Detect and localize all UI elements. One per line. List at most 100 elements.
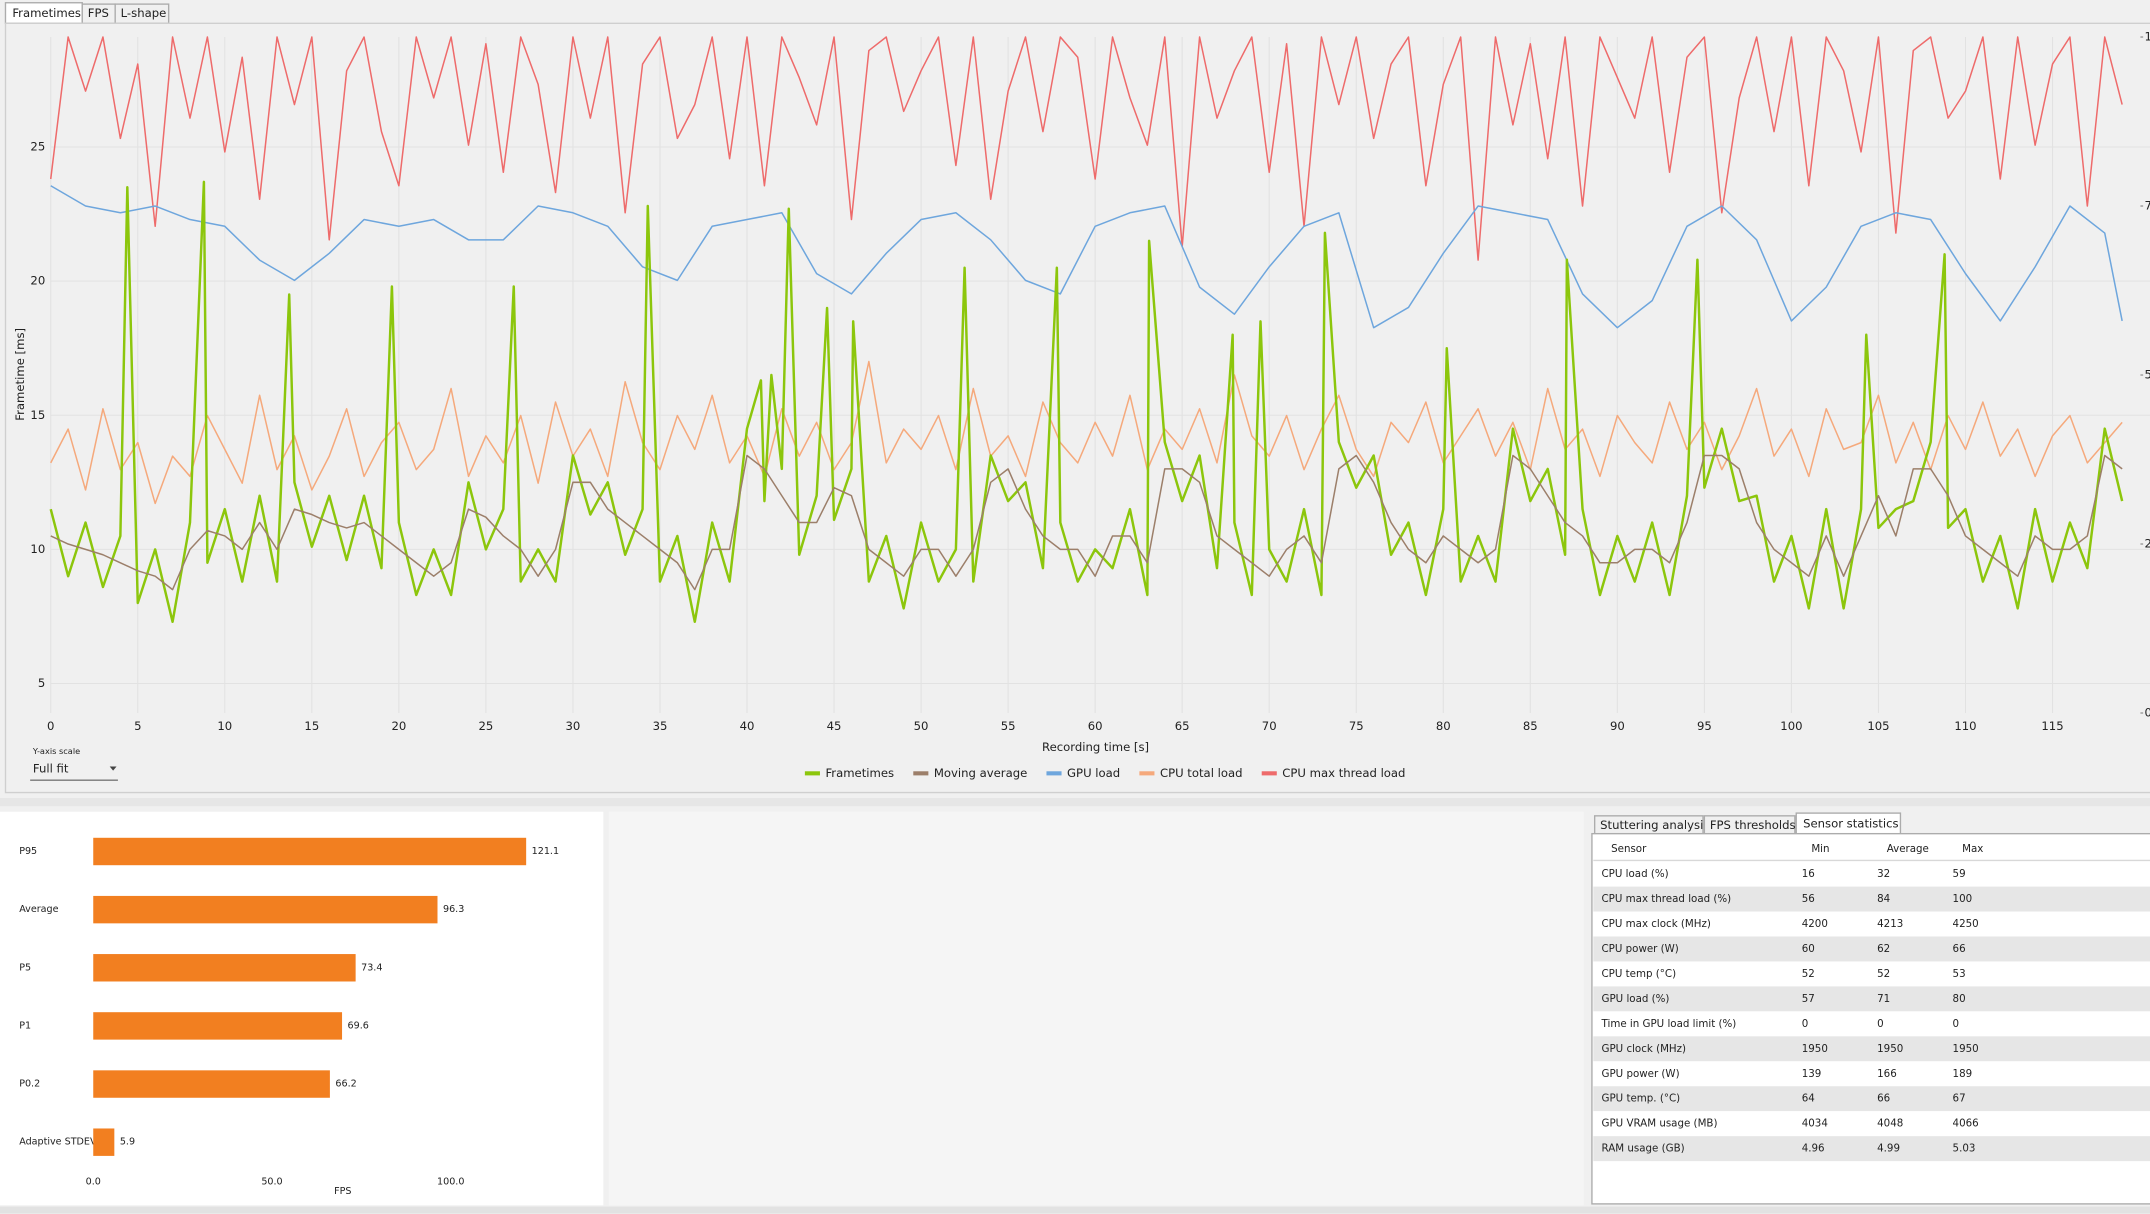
bar [93,895,438,924]
value-label: 69.6 [348,1020,369,1031]
table-cell: 4.99 [1877,1143,1900,1155]
y2-tick-label: 100 [2145,30,2150,44]
x-tick-label: 25 [478,719,493,733]
table-row [1593,886,2150,912]
y-tick-label: 15 [30,408,45,422]
x-tick-label: 10 [217,719,232,733]
table-cell: GPU load (%) [1602,993,1670,1005]
table-row [1593,1111,2150,1137]
series-line [49,36,2123,261]
table-cell: 16 [1802,868,1815,880]
table-cell: 66 [1953,943,1966,955]
y2-tick-label: 0 [2145,706,2150,720]
table-cell: 71 [1877,993,1890,1005]
x-tick-label: 75 [1349,719,1364,733]
table-cell: 1950 [1953,1043,1979,1055]
x-tick-label: 0 [47,719,54,733]
table-cell: 64 [1802,1093,1815,1105]
value-label: 66.2 [335,1079,356,1090]
table-cell: 53 [1953,968,1966,980]
y2-tick-label: 25 [2145,537,2150,551]
y2-tick-label: 50 [2145,368,2150,382]
x-tick-label: 50.0 [261,1176,282,1187]
column-header: Average [1887,843,1929,855]
table-cell: 139 [1802,1068,1822,1080]
table-cell: 0 [1802,1018,1809,1030]
tab-label[interactable]: L-shape [121,6,167,20]
x-tick-label: 20 [391,719,406,733]
category-label: P5 [19,962,31,973]
table-row [1593,861,2150,887]
table-row [1593,1061,2150,1087]
x-tick-label: 80 [1436,719,1451,733]
tab-label[interactable]: FPS thresholds [1710,818,1796,832]
dropdown-value[interactable]: Full fit [33,762,69,776]
series-line [49,180,2124,624]
x-axis-title: FPS [334,1186,351,1197]
x-tick-label: 0.0 [86,1176,101,1187]
x-tick-label: 85 [1523,719,1538,733]
category-label: P0.2 [19,1079,40,1090]
table-cell: GPU VRAM usage (MB) [1602,1118,1718,1130]
category-label: Average [19,904,58,915]
x-tick-label: 60 [1088,719,1103,733]
table-cell: RAM usage (GB) [1602,1143,1685,1155]
bar [93,837,527,866]
legend-label: Moving average [934,766,1027,780]
table-cell: CPU max thread load (%) [1602,893,1732,905]
table-cell: 100 [1953,893,1973,905]
table-cell: CPU temp (°C) [1602,968,1677,980]
category-label: P95 [19,846,37,857]
category-label: P1 [19,1020,31,1031]
status-strip [0,1206,2150,1214]
table-row [1593,961,2150,987]
table-cell: 80 [1953,993,1966,1005]
splitter [0,798,2150,807]
x-tick-label: 15 [304,719,319,733]
table-row [1593,986,2150,1012]
table-cell: 4250 [1953,918,1979,930]
tab-strip [0,0,2150,24]
table-cell: GPU power (W) [1602,1068,1680,1080]
tab-label[interactable]: FPS [88,6,109,20]
tab-label[interactable]: Sensor statistics [1803,817,1899,831]
value-label: 121.1 [532,846,559,857]
table-cell: CPU max clock (MHz) [1602,918,1711,930]
table-cell: 4066 [1953,1118,1979,1130]
tab-label[interactable]: Frametimes [12,6,81,20]
frametime-chart: 0 5 10 15 20 25 30 35 40 45 50 55 60 65 70 75 80 85 90 95 10… [13,30,2150,780]
table-cell: 4048 [1877,1118,1903,1130]
series-line [50,454,2123,591]
y-tick-label: 25 [30,140,45,154]
x-tick-label: 30 [566,719,581,733]
x-axis-title: Recording time [s] [1042,740,1149,754]
x-tick-label: 65 [1175,719,1190,733]
y-axis-title: Frametime [ms] [13,328,27,421]
tab-label[interactable]: Stuttering analysis [1600,818,1709,832]
series-line [50,185,2123,329]
empty-panel [608,811,1584,1206]
sensor-table: Sensor Min Average Max CPU load (%) 16 32 59 CPU… [1593,843,2150,1162]
dropdown-arrow[interactable] [109,766,117,771]
table-cell: 5.03 [1953,1143,1976,1155]
legend-label: GPU load [1067,766,1120,780]
x-tick-label: 5 [134,719,141,733]
legend-label: Frametimes [825,766,894,780]
table-cell: GPU clock (MHz) [1602,1043,1687,1055]
table-cell: 62 [1877,943,1890,955]
table-row [1593,1086,2150,1112]
y-tick-label: 20 [30,274,45,288]
x-tick-label: 35 [653,719,668,733]
dropdown-caption: Y-axis scale [32,746,80,756]
table-cell: 59 [1953,868,1966,880]
table-cell: 56 [1802,893,1815,905]
table-cell: 52 [1877,968,1890,980]
value-label: 96.3 [443,904,464,915]
legend-label: CPU total load [1160,766,1243,780]
table-cell: 1950 [1802,1043,1828,1055]
table-cell: 4213 [1877,918,1903,930]
x-tick-label: 70 [1262,719,1277,733]
y-tick-label: 5 [38,676,45,690]
table-cell: 166 [1877,1068,1897,1080]
